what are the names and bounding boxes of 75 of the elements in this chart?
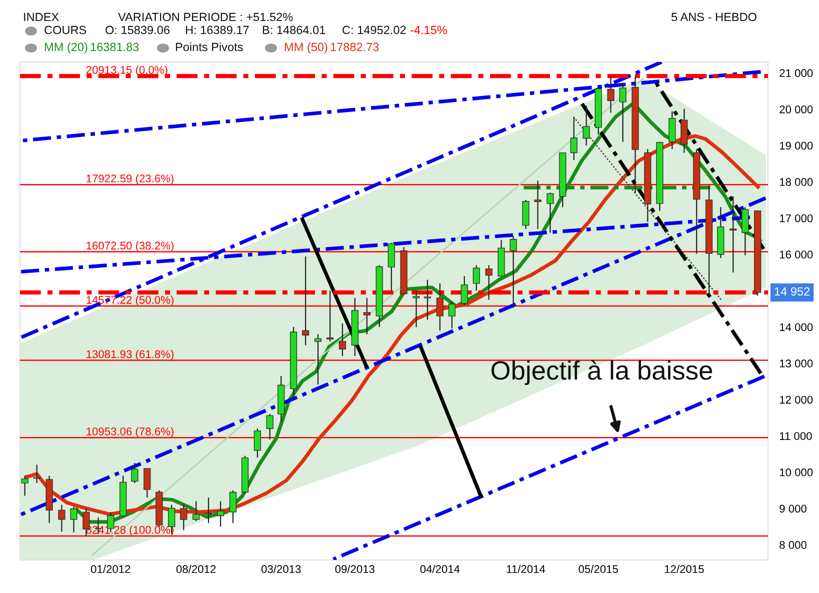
ref-line-label: 20913.15 (0.0%) bbox=[86, 66, 168, 76]
candlestick bbox=[522, 199, 530, 230]
candlestick bbox=[131, 462, 138, 484]
candlestick bbox=[363, 297, 370, 335]
candlestick bbox=[302, 256, 310, 346]
text: 5 ANS - HEBDO bbox=[672, 12, 756, 22]
x-tick-label: 05/2015 bbox=[578, 564, 618, 574]
candlestick bbox=[70, 506, 78, 533]
y-tick-label: 16 000 bbox=[780, 250, 813, 259]
y-tick-label: 13 000 bbox=[780, 360, 813, 368]
y-tick-label: 10 000 bbox=[780, 468, 813, 476]
y-tick-label: 21 000 bbox=[780, 69, 813, 78]
candlestick bbox=[266, 414, 274, 440]
candlestick bbox=[460, 276, 468, 306]
y-tick-label: 20 000 bbox=[780, 105, 813, 114]
text: Points Pivots bbox=[176, 42, 243, 52]
candlestick bbox=[21, 475, 28, 496]
y-tick-label: 19 000 bbox=[780, 142, 813, 150]
y-tick-label: 8 000 bbox=[780, 541, 806, 549]
candlestick bbox=[742, 206, 749, 256]
text: VARIATION PERIODE : +51.52% bbox=[118, 12, 293, 22]
candlestick bbox=[546, 192, 554, 234]
y-tick-label: 11 000 bbox=[780, 432, 812, 440]
candlestick bbox=[314, 334, 322, 386]
text: B: 14864.01 bbox=[262, 26, 326, 34]
candlestick bbox=[180, 504, 188, 531]
text: COURS bbox=[44, 26, 86, 34]
x-tick-label: 01/2012 bbox=[90, 564, 130, 574]
x-tick-label: 08/2012 bbox=[176, 564, 216, 574]
candlestick bbox=[668, 110, 676, 150]
candlestick bbox=[472, 264, 480, 292]
ref-line-label: 17922.59 (23.6%) bbox=[86, 174, 174, 185]
candlestick bbox=[254, 428, 261, 458]
ref-line-label: 13081.93 (61.8%) bbox=[86, 350, 174, 360]
y-tick-label: 9 000 bbox=[780, 504, 806, 513]
annotation: Objectif à la baisse bbox=[492, 360, 712, 386]
ref-line-label: 10953.06 (78.6%) bbox=[86, 427, 174, 438]
candlestick bbox=[607, 75, 614, 114]
candlestick bbox=[388, 242, 395, 292]
text: 17882.73 bbox=[330, 42, 379, 52]
y-tick-label: 14 000 bbox=[780, 323, 813, 332]
x-tick-label: 09/2013 bbox=[335, 564, 374, 574]
candlestick bbox=[510, 236, 517, 308]
candlestick bbox=[216, 500, 224, 528]
candlestick bbox=[412, 290, 420, 328]
text: C: 14952.02 bbox=[342, 26, 406, 34]
annotation: 14 952 bbox=[774, 287, 810, 296]
candlestick bbox=[730, 196, 737, 274]
y-tick-label: 12 000 bbox=[780, 396, 813, 404]
candlestick bbox=[229, 490, 237, 524]
text: INDEX bbox=[24, 12, 59, 22]
text: O: 15839.06 bbox=[106, 26, 170, 34]
candlestick bbox=[485, 264, 492, 300]
x-tick-label: 03/2013 bbox=[261, 564, 301, 574]
candlestick bbox=[144, 468, 151, 498]
candlestick bbox=[436, 282, 444, 332]
candlestick bbox=[448, 301, 456, 329]
candlestick bbox=[326, 290, 334, 342]
text: H: 16389.17 bbox=[186, 26, 249, 34]
candlestick bbox=[58, 504, 66, 532]
text: MM (50) bbox=[284, 42, 328, 54]
x-tick-label: 04/2014 bbox=[420, 564, 460, 574]
candlestick bbox=[534, 180, 542, 230]
text: -4.15% bbox=[410, 26, 447, 34]
text: MM (20) bbox=[44, 42, 88, 54]
x-tick-label: 12/2015 bbox=[664, 564, 704, 574]
candlestick bbox=[424, 279, 432, 320]
y-tick-label: 17 000 bbox=[780, 214, 813, 222]
text: 16381.83 bbox=[90, 42, 139, 52]
x-tick-label: 11/2014 bbox=[506, 564, 546, 574]
candlestick bbox=[619, 83, 626, 142]
candlestick bbox=[192, 500, 200, 522]
ref-line-label: 16072.50 (38.2%) bbox=[86, 241, 174, 252]
candlestick bbox=[338, 322, 346, 357]
y-tick-label: 18 000 bbox=[780, 178, 813, 186]
